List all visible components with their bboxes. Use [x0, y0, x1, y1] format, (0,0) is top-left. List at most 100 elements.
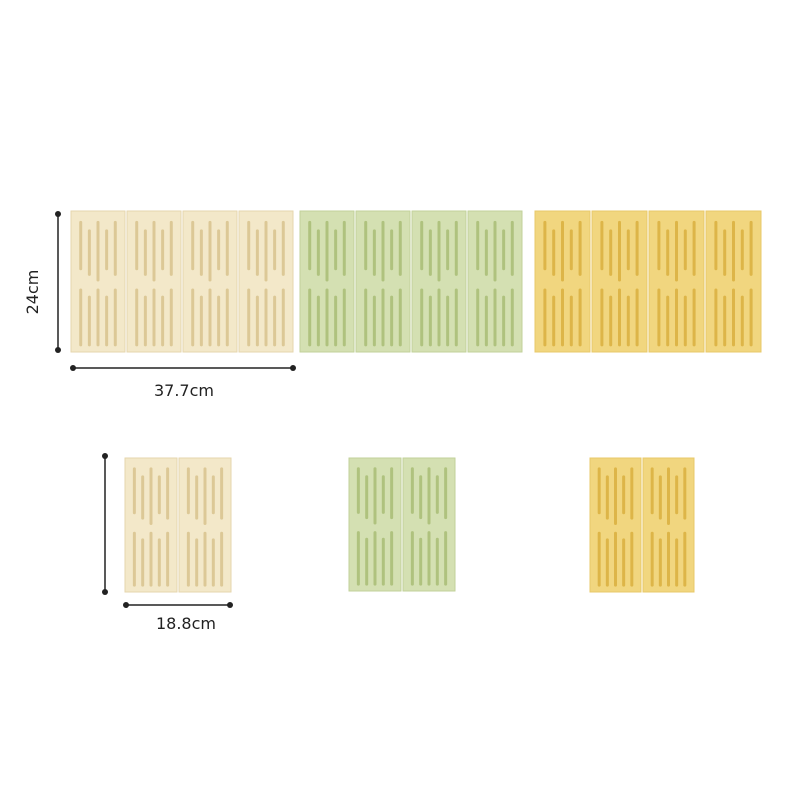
panel-set — [299, 210, 523, 353]
dimension-width: 37.7cm — [70, 365, 296, 400]
slot — [476, 288, 480, 347]
slot — [675, 475, 679, 515]
slot — [552, 295, 556, 347]
slot — [622, 475, 626, 515]
slot — [87, 295, 91, 347]
slot — [96, 288, 100, 347]
slot — [79, 220, 83, 271]
slot — [569, 229, 573, 271]
slot — [247, 220, 251, 271]
slot — [692, 220, 696, 276]
slot — [666, 295, 670, 347]
slot — [169, 288, 173, 347]
slot — [561, 288, 564, 347]
slot — [390, 295, 394, 347]
slot — [437, 288, 441, 347]
slot — [630, 531, 634, 587]
slot — [600, 220, 604, 271]
slot — [105, 229, 109, 271]
slot — [484, 229, 488, 276]
slot — [510, 220, 514, 276]
slot — [410, 467, 414, 514]
small-width-label: 18.8cm — [156, 614, 216, 633]
slot — [157, 538, 161, 587]
slot — [356, 531, 360, 586]
slot — [186, 531, 190, 587]
slot — [605, 475, 609, 520]
slot — [308, 288, 312, 347]
slot — [435, 537, 439, 586]
slot — [484, 295, 488, 347]
slot — [666, 229, 670, 276]
slot — [364, 220, 368, 271]
slot — [373, 467, 377, 525]
slot — [208, 288, 212, 347]
slot — [454, 288, 458, 347]
slot — [186, 467, 190, 515]
dimension-dot — [102, 453, 108, 459]
slot — [658, 538, 662, 587]
slot — [166, 531, 170, 587]
slot — [493, 288, 497, 347]
slot — [325, 220, 329, 282]
slot — [87, 229, 91, 276]
slot — [247, 288, 251, 347]
slot — [79, 288, 83, 347]
slot — [143, 229, 147, 276]
slot — [714, 220, 718, 271]
slot — [732, 288, 735, 347]
slot — [543, 220, 547, 271]
slot — [364, 288, 368, 347]
slot — [390, 467, 394, 520]
width-label: 37.7cm — [154, 381, 214, 400]
slot — [437, 220, 441, 282]
slot — [740, 229, 744, 271]
slot — [203, 531, 207, 587]
slot — [658, 475, 662, 520]
slot — [390, 531, 394, 586]
dimension-dot — [70, 365, 76, 371]
slot — [381, 537, 385, 586]
slot — [195, 538, 199, 587]
panel-set — [534, 210, 762, 353]
slot — [420, 288, 424, 347]
slot — [149, 531, 153, 587]
slot — [255, 295, 259, 347]
slot — [169, 220, 173, 276]
slot — [609, 229, 613, 276]
slot — [264, 288, 268, 347]
slot — [255, 229, 259, 276]
slot — [398, 220, 402, 276]
slot — [316, 295, 320, 347]
slot — [614, 467, 617, 525]
slot — [510, 288, 514, 347]
slot — [308, 220, 312, 271]
slot — [398, 288, 402, 347]
slot — [96, 220, 100, 282]
slot — [381, 220, 385, 282]
slot — [152, 288, 156, 347]
slot — [667, 467, 670, 525]
slot — [657, 220, 661, 271]
slot — [749, 220, 753, 276]
dimension-dot — [123, 602, 129, 608]
slot — [444, 531, 448, 586]
slot — [220, 467, 224, 520]
slot — [365, 537, 369, 586]
slot — [113, 220, 117, 276]
slot — [365, 475, 369, 520]
slot — [141, 475, 145, 520]
slot — [683, 229, 687, 271]
dimension-height: 24cm — [23, 211, 61, 353]
slot — [191, 220, 195, 271]
slot — [657, 288, 661, 347]
slot — [427, 467, 431, 525]
slot — [325, 288, 329, 347]
slot — [161, 229, 165, 271]
slot — [161, 295, 165, 347]
slot — [113, 288, 117, 347]
slot — [132, 531, 136, 587]
height-label: 24cm — [23, 270, 42, 315]
slot — [419, 537, 423, 586]
